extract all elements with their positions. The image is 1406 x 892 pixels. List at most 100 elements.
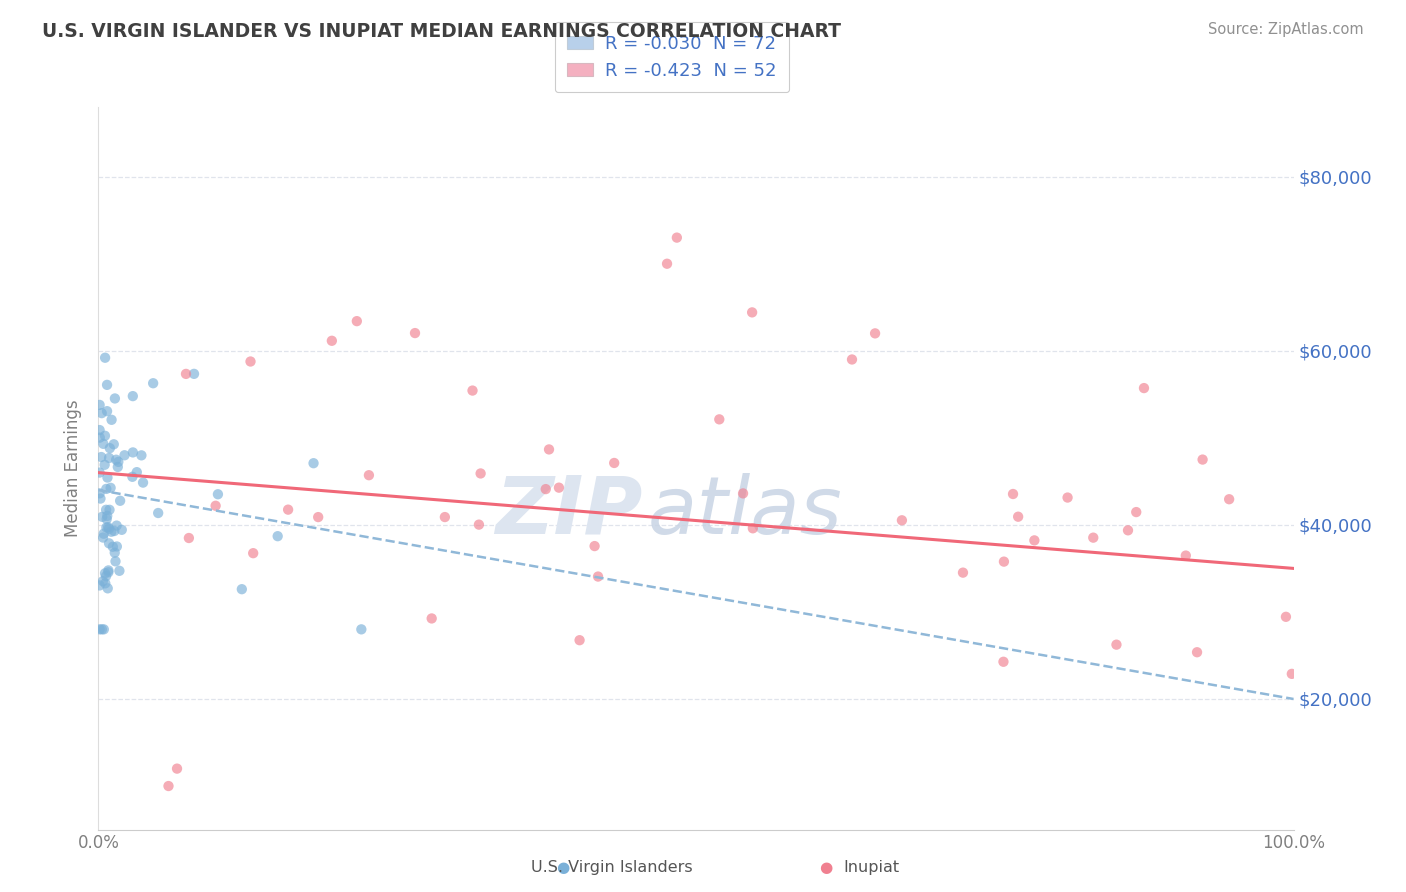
Point xyxy=(89,491,111,506)
Point xyxy=(302,456,325,470)
Point xyxy=(242,546,264,560)
Point xyxy=(548,481,571,495)
Text: Inupiat: Inupiat xyxy=(844,861,900,875)
Point xyxy=(97,582,120,596)
Point xyxy=(207,487,229,501)
Point xyxy=(89,486,111,500)
Point xyxy=(586,569,609,583)
Point xyxy=(357,468,380,483)
Point xyxy=(420,611,443,625)
Point xyxy=(114,448,136,462)
Point xyxy=(94,566,117,581)
Point xyxy=(157,779,180,793)
Point xyxy=(96,482,118,496)
Point xyxy=(98,450,121,465)
Point xyxy=(1133,381,1156,395)
Point xyxy=(90,623,112,637)
Point xyxy=(94,576,117,591)
Point xyxy=(863,326,886,341)
Point xyxy=(183,367,205,381)
Point xyxy=(1191,452,1213,467)
Point xyxy=(741,521,763,535)
Point xyxy=(131,448,153,462)
Point xyxy=(470,467,492,481)
Point xyxy=(122,445,145,459)
Point xyxy=(96,470,118,484)
Point xyxy=(89,578,111,592)
Legend: R = -0.030  N = 72, R = -0.423  N = 52: R = -0.030 N = 72, R = -0.423 N = 52 xyxy=(555,22,789,93)
Point xyxy=(583,539,606,553)
Text: ●: ● xyxy=(818,861,832,875)
Point xyxy=(277,502,299,516)
Text: ZIP: ZIP xyxy=(495,473,643,550)
Point xyxy=(177,531,200,545)
Point xyxy=(100,524,122,539)
Point xyxy=(321,334,343,348)
Point xyxy=(96,377,118,392)
Point xyxy=(91,509,114,524)
Point xyxy=(142,376,165,391)
Point xyxy=(104,554,127,568)
Point xyxy=(91,437,114,451)
Point xyxy=(404,326,426,340)
Point xyxy=(148,506,170,520)
Point xyxy=(1002,487,1025,501)
Point xyxy=(121,470,143,484)
Point xyxy=(104,546,127,560)
Point xyxy=(841,352,863,367)
Point xyxy=(96,404,118,418)
Point xyxy=(239,354,262,368)
Point xyxy=(952,566,974,580)
Point xyxy=(111,523,134,537)
Point xyxy=(433,510,456,524)
Point xyxy=(166,762,188,776)
Point xyxy=(96,508,118,523)
Point xyxy=(89,398,111,412)
Point xyxy=(468,517,491,532)
Text: ●: ● xyxy=(555,861,569,875)
Point xyxy=(101,540,124,554)
Point xyxy=(108,564,131,578)
Point xyxy=(97,520,120,534)
Point xyxy=(1083,531,1105,545)
Point xyxy=(105,518,128,533)
Point xyxy=(93,526,115,541)
Point xyxy=(1281,666,1303,681)
Point xyxy=(267,529,290,543)
Point xyxy=(89,466,111,480)
Point xyxy=(741,305,763,319)
Text: atlas: atlas xyxy=(648,473,844,550)
Point xyxy=(97,566,120,580)
Point xyxy=(96,512,118,526)
Point xyxy=(1056,491,1078,505)
Point xyxy=(100,481,122,495)
Point xyxy=(91,531,114,545)
Point xyxy=(655,257,678,271)
Point xyxy=(1007,509,1029,524)
Point xyxy=(665,230,688,244)
Point xyxy=(231,582,253,597)
Point xyxy=(89,623,111,637)
Point xyxy=(307,510,329,524)
Point xyxy=(107,459,129,474)
Point xyxy=(105,452,128,467)
Point xyxy=(93,623,115,637)
Point xyxy=(94,429,117,443)
Point xyxy=(731,486,754,500)
Point xyxy=(204,499,226,513)
Point xyxy=(98,536,121,550)
Point xyxy=(107,455,129,469)
Point xyxy=(105,540,128,554)
Point xyxy=(94,351,117,365)
Point xyxy=(90,406,112,420)
Point xyxy=(125,465,148,479)
Point xyxy=(890,513,912,527)
Text: U.S. Virgin Islanders: U.S. Virgin Islanders xyxy=(531,861,692,875)
Point xyxy=(1105,638,1128,652)
Point xyxy=(1125,505,1147,519)
Point xyxy=(603,456,626,470)
Point xyxy=(89,423,111,437)
Point xyxy=(90,450,112,464)
Point xyxy=(93,458,115,472)
Point xyxy=(1174,549,1197,563)
